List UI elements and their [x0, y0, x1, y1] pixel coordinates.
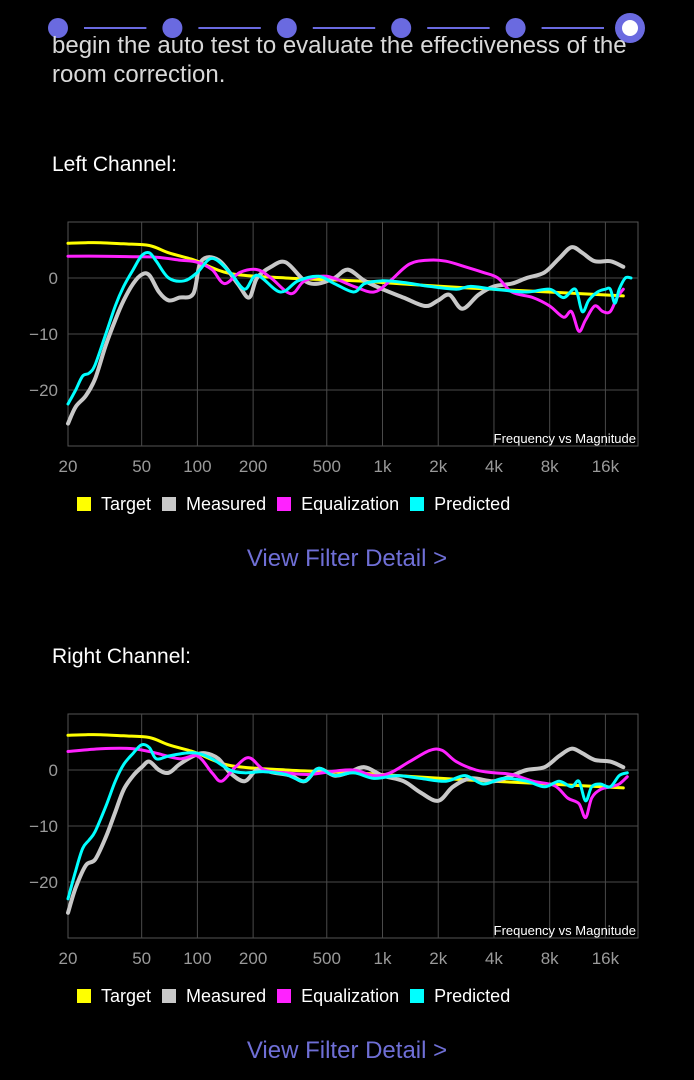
y-tick-label: −20 — [29, 381, 58, 400]
legend-label-target: Target — [101, 985, 152, 1006]
view-filter-detail-right-link[interactable]: View Filter Detail > — [246, 1037, 448, 1064]
x-tick-label: 500 — [313, 949, 341, 968]
right-channel-chart: 20 50 100 200 500 1k 2k 4k 8k 16k 0 −10 −20 Frequency… — [29, 713, 639, 968]
target-swatch — [77, 989, 91, 1003]
legend-item-target: Target — [77, 494, 151, 515]
chart-annotation: Frequency vs Magnitude — [494, 431, 636, 446]
stepper-step — [391, 18, 412, 38]
y-tick-label: −10 — [29, 817, 58, 836]
stepper-step — [162, 18, 183, 38]
x-tick-label: 200 — [239, 949, 267, 968]
legend-label-equalization: Equalization — [301, 985, 400, 1006]
legend-item-measured: Measured — [162, 986, 266, 1007]
legend-label-measured: Measured — [186, 493, 267, 514]
measured-swatch — [162, 989, 177, 1003]
legend-label-predicted: Predicted — [434, 493, 511, 514]
legend-item-equalization: Equalization — [277, 986, 399, 1007]
x-tick-label: 8k — [541, 949, 559, 968]
stepper-step — [276, 18, 297, 38]
y-tick-label: −10 — [29, 325, 58, 344]
predicted-swatch — [410, 497, 425, 511]
predicted-swatch — [410, 989, 425, 1003]
x-tick-label: 50 — [132, 949, 151, 968]
x-tick-label: 50 — [132, 457, 151, 476]
legend-item-predicted: Predicted — [410, 986, 510, 1007]
legend-item-predicted: Predicted — [410, 494, 510, 515]
legend-label-equalization: Equalization — [301, 493, 400, 514]
x-tick-label: 500 — [313, 457, 341, 476]
x-tick-label: 8k — [541, 457, 559, 476]
x-tick-label: 20 — [59, 457, 78, 476]
left-channel-chart: 20 50 100 200 500 1k 2k 4k 8k 16k 0 −10 −20 Frequency… — [29, 221, 639, 476]
equalization-swatch — [277, 989, 292, 1003]
x-tick-label: 1k — [374, 457, 392, 476]
legend-item-equalization: Equalization — [277, 494, 399, 515]
stepper-step-active-dot — [622, 20, 638, 36]
x-tick-label: 4k — [485, 949, 503, 968]
y-tick-label: 0 — [49, 269, 58, 288]
legend-item-target: Target — [77, 986, 151, 1007]
series-line-equalization — [66, 254, 625, 333]
x-tick-label: 2k — [429, 949, 447, 968]
chart-annotation: Frequency vs Magnitude — [494, 923, 636, 938]
x-tick-label: 16k — [592, 457, 620, 476]
x-tick-label: 200 — [239, 457, 267, 476]
left-channel-title: Left Channel: — [52, 153, 177, 176]
left-channel-legend: Target Measured Equalization Predicted — [77, 492, 521, 516]
x-tick-label: 1k — [374, 949, 392, 968]
target-swatch — [77, 497, 91, 511]
y-tick-label: −20 — [29, 873, 58, 892]
view-filter-detail-left-link[interactable]: View Filter Detail > — [246, 545, 448, 572]
stepper-step — [505, 18, 526, 38]
x-tick-label: 2k — [429, 457, 447, 476]
x-tick-label: 20 — [59, 949, 78, 968]
series-line-predicted — [66, 250, 633, 406]
series-line-predicted — [66, 743, 629, 901]
intro-text: begin the auto test to evaluate the effe… — [52, 32, 627, 88]
x-tick-label: 100 — [183, 949, 211, 968]
progress-stepper — [48, 13, 645, 43]
legend-label-target: Target — [101, 493, 152, 514]
stepper-step — [48, 18, 68, 38]
series-line-equalization — [66, 746, 629, 820]
right-channel-legend: Target Measured Equalization Predicted — [77, 984, 521, 1008]
equalization-swatch — [277, 497, 292, 511]
right-channel-title: Right Channel: — [52, 645, 191, 668]
series-line-measured — [66, 245, 626, 426]
legend-item-measured: Measured — [162, 494, 266, 515]
x-tick-label: 4k — [485, 457, 503, 476]
x-tick-label: 16k — [592, 949, 620, 968]
x-tick-label: 100 — [183, 457, 211, 476]
legend-label-predicted: Predicted — [434, 985, 511, 1006]
legend-label-measured: Measured — [186, 985, 267, 1006]
y-tick-label: 0 — [49, 761, 58, 780]
measured-swatch — [162, 497, 177, 511]
